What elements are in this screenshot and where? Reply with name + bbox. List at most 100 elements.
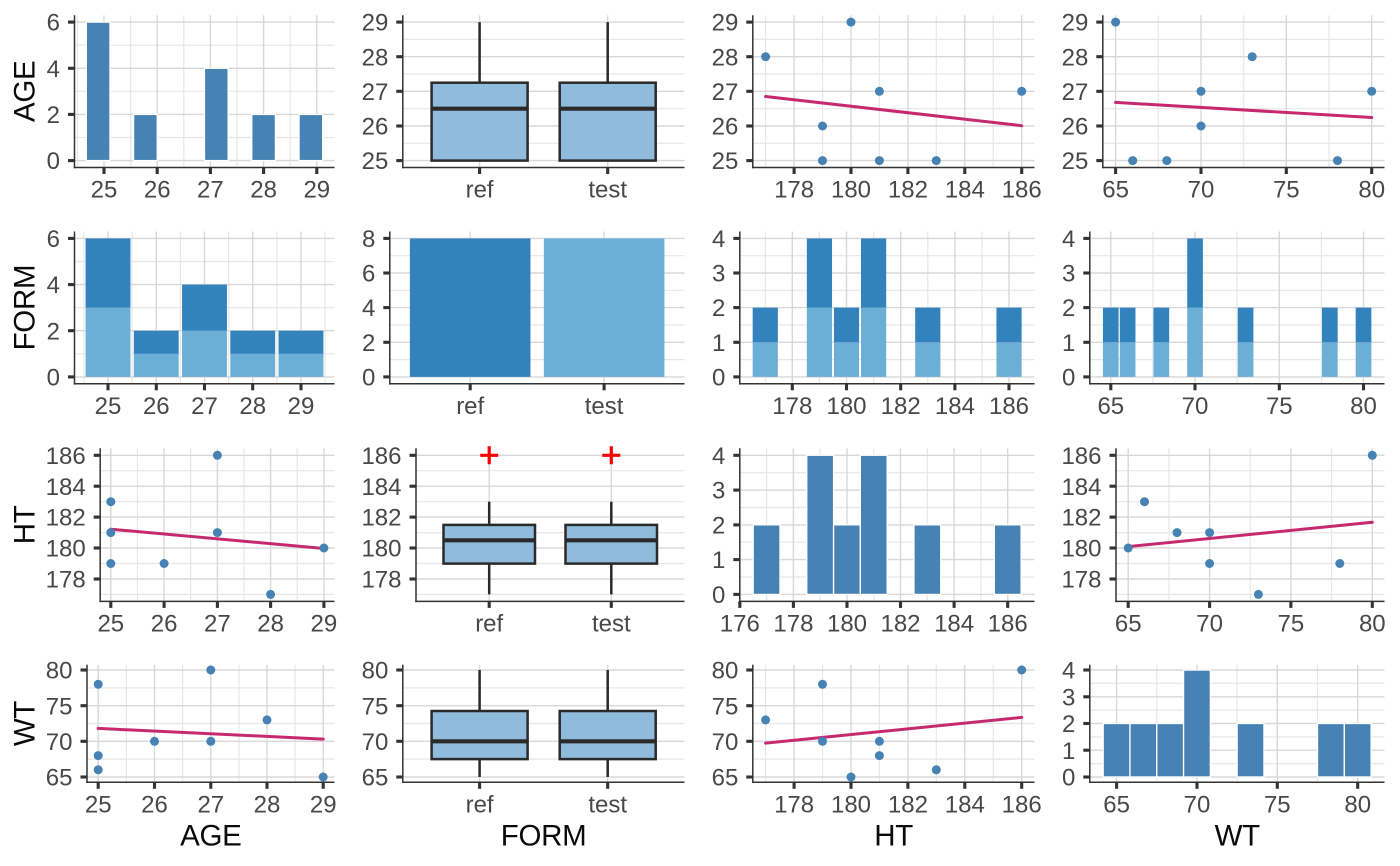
svg-text:180: 180 (361, 536, 401, 563)
svg-text:HT: HT (9, 505, 42, 544)
svg-text:2: 2 (47, 318, 60, 345)
svg-text:1: 1 (712, 330, 725, 357)
svg-text:182: 182 (46, 505, 86, 532)
svg-text:26: 26 (712, 114, 739, 141)
svg-text:test: test (585, 393, 624, 420)
svg-text:186: 186 (1061, 443, 1101, 470)
svg-text:70: 70 (1188, 177, 1215, 204)
svg-text:29: 29 (712, 10, 739, 37)
svg-text:178: 178 (774, 177, 814, 204)
svg-text:1: 1 (1062, 330, 1075, 357)
svg-text:80: 80 (46, 658, 73, 685)
svg-text:70: 70 (362, 729, 389, 756)
svg-text:75: 75 (362, 693, 389, 720)
svg-text:4: 4 (1062, 226, 1075, 253)
svg-text:4: 4 (712, 443, 725, 470)
svg-text:80: 80 (712, 658, 739, 685)
svg-text:ref: ref (475, 610, 503, 637)
svg-text:AGE: AGE (180, 820, 241, 853)
svg-text:182: 182 (881, 393, 921, 420)
svg-text:178: 178 (774, 791, 814, 818)
svg-text:186: 186 (361, 443, 401, 470)
svg-text:6: 6 (47, 10, 60, 37)
svg-text:180: 180 (826, 393, 866, 420)
svg-text:29: 29 (288, 393, 315, 420)
svg-text:27: 27 (197, 791, 224, 818)
svg-text:HT: HT (874, 820, 913, 853)
svg-text:26: 26 (141, 791, 168, 818)
svg-text:70: 70 (1182, 393, 1209, 420)
svg-text:28: 28 (239, 393, 266, 420)
svg-text:27: 27 (197, 177, 224, 204)
svg-text:test: test (588, 177, 627, 204)
svg-text:1: 1 (712, 547, 725, 574)
svg-text:4: 4 (362, 295, 375, 322)
svg-text:180: 180 (827, 610, 867, 637)
svg-text:25: 25 (97, 610, 124, 637)
svg-text:70: 70 (712, 729, 739, 756)
svg-text:75: 75 (712, 693, 739, 720)
svg-text:180: 180 (831, 791, 871, 818)
svg-text:178: 178 (773, 610, 813, 637)
svg-text:70: 70 (1184, 791, 1211, 818)
svg-text:2: 2 (47, 102, 60, 129)
svg-text:3: 3 (1062, 261, 1075, 288)
svg-text:65: 65 (1115, 610, 1142, 637)
svg-text:4: 4 (47, 56, 60, 83)
svg-text:6: 6 (362, 261, 375, 288)
svg-text:65: 65 (46, 765, 73, 792)
svg-text:0: 0 (712, 582, 725, 609)
svg-text:4: 4 (712, 226, 725, 253)
svg-text:1: 1 (1062, 738, 1075, 765)
svg-text:4: 4 (1062, 658, 1075, 685)
svg-text:75: 75 (46, 693, 73, 720)
svg-text:186: 186 (989, 393, 1029, 420)
svg-text:184: 184 (945, 177, 985, 204)
svg-text:test: test (588, 791, 627, 818)
svg-text:80: 80 (1359, 610, 1386, 637)
svg-text:178: 178 (1061, 567, 1101, 594)
svg-text:184: 184 (935, 393, 975, 420)
svg-text:ref: ref (466, 791, 494, 818)
svg-text:80: 80 (362, 658, 389, 685)
svg-text:184: 184 (1061, 474, 1101, 501)
svg-text:184: 184 (361, 474, 401, 501)
svg-text:25: 25 (362, 148, 389, 175)
svg-text:28: 28 (362, 44, 389, 71)
svg-text:182: 182 (888, 177, 928, 204)
svg-text:75: 75 (1266, 393, 1293, 420)
svg-text:0: 0 (712, 365, 725, 392)
svg-text:75: 75 (1278, 610, 1305, 637)
svg-text:26: 26 (362, 114, 389, 141)
svg-text:27: 27 (204, 610, 231, 637)
svg-text:75: 75 (1273, 177, 1300, 204)
svg-text:ref: ref (456, 393, 484, 420)
svg-text:2: 2 (712, 295, 725, 322)
svg-text:0: 0 (1062, 365, 1075, 392)
svg-text:176: 176 (720, 610, 760, 637)
svg-text:184: 184 (945, 791, 985, 818)
svg-text:25: 25 (91, 177, 118, 204)
svg-text:184: 184 (934, 610, 974, 637)
svg-text:WT: WT (1215, 820, 1261, 853)
svg-text:2: 2 (1062, 711, 1075, 738)
svg-text:0: 0 (1062, 765, 1075, 792)
svg-text:26: 26 (143, 393, 170, 420)
svg-text:29: 29 (303, 177, 330, 204)
svg-text:26: 26 (144, 177, 171, 204)
svg-text:29: 29 (310, 791, 337, 818)
svg-text:75: 75 (1264, 791, 1291, 818)
svg-text:0: 0 (47, 365, 60, 392)
svg-text:184: 184 (46, 474, 86, 501)
svg-text:65: 65 (712, 765, 739, 792)
svg-text:180: 180 (1061, 536, 1101, 563)
svg-text:2: 2 (1062, 295, 1075, 322)
svg-text:2: 2 (362, 330, 375, 357)
svg-text:FORM: FORM (9, 265, 42, 351)
svg-text:FORM: FORM (501, 820, 587, 853)
svg-text:3: 3 (712, 478, 725, 505)
svg-text:28: 28 (254, 791, 281, 818)
svg-text:25: 25 (85, 791, 112, 818)
svg-text:80: 80 (1344, 791, 1371, 818)
svg-text:28: 28 (250, 177, 277, 204)
